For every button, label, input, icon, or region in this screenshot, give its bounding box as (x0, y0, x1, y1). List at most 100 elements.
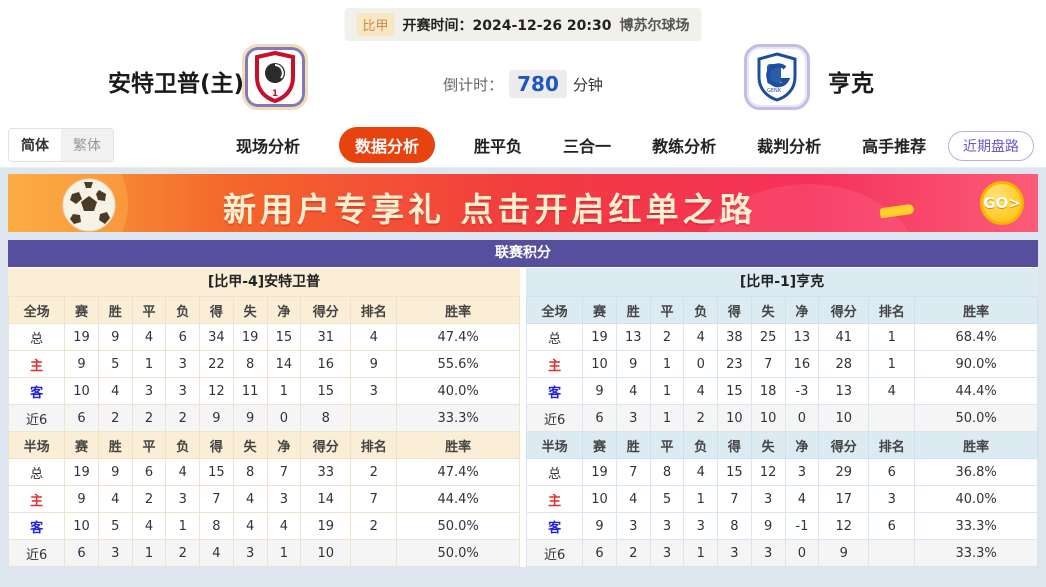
stat-cell: 33 (300, 458, 352, 486)
stat-cell: 1 (266, 377, 302, 405)
stat-cell: 11 (232, 377, 268, 405)
stat-cell: 2 (131, 485, 167, 513)
nav-tab[interactable]: 现场分析 (236, 136, 301, 156)
column-header-cell: 全场 (7, 296, 66, 324)
stat-cell: 8 (649, 458, 685, 486)
kickoff-time: 2024-12-26 20:30 (472, 17, 612, 34)
right-team-header: [比甲-1]亨克 (526, 268, 1038, 296)
banner-go-button[interactable]: GO> (980, 181, 1024, 225)
table-row: 主 10 4 5 1 7 3 4 17 3 40.0% (525, 485, 1038, 513)
stat-cell: 8 (300, 404, 352, 432)
column-header-cell: 得分 (300, 431, 352, 459)
kickoff-label: 开赛时间： (402, 17, 473, 34)
column-header-cell: 赛 (582, 296, 617, 324)
countdown-value: 780 (509, 70, 567, 98)
stat-cell: 2 (615, 539, 651, 567)
column-header-cell: 得分 (300, 296, 352, 324)
team-headers-row: [比甲-4]安特卫普 [比甲-1]亨克 (8, 268, 1038, 296)
column-header-cell: 失 (750, 431, 786, 459)
stat-cell: 4 (868, 377, 916, 405)
league-points-card: 联赛积分 [比甲-4]安特卫普 [比甲-1]亨克 全场赛胜平负得失净得分 排名 胜率… (7, 240, 1038, 567)
stat-cell: 40.0% (914, 485, 1038, 513)
column-header-cell: 全场 (525, 296, 584, 324)
stat-cell (350, 539, 398, 567)
column-header-cell: 净 (266, 296, 302, 324)
stat-cell: 19 (64, 323, 99, 351)
table-row: 总 19 9 6 4 15 8 7 33 2 47.4% (7, 458, 520, 486)
svg-text:1: 1 (272, 89, 278, 99)
nav-tab[interactable]: 教练分析 (652, 136, 717, 156)
column-header-cell: 得分 (818, 296, 870, 324)
countdown: 倒计时： 780 分钟 (443, 70, 603, 98)
stat-cell: 5 (97, 512, 133, 540)
column-header-cell: 得 (199, 431, 234, 459)
stat-cell: 12 (818, 512, 870, 540)
stat-cell: 9 (615, 350, 651, 378)
lang-traditional[interactable]: 繁体 (61, 128, 113, 161)
row-label-cell: 主 (7, 485, 66, 513)
nav-tab[interactable]: 胜平负 (474, 136, 523, 156)
stat-cell: 3 (232, 539, 268, 567)
stat-cell: 6 (868, 512, 916, 540)
column-header-row: 全场赛胜平负得失净得分 排名 胜率 (7, 296, 520, 324)
table-row: 近6 6 2 3 1 3 3 0 9 33.3% (525, 539, 1038, 567)
table-row: 总 19 7 8 4 15 12 3 29 6 36.8% (525, 458, 1038, 486)
language-toggle[interactable]: 简体 繁体 (8, 127, 114, 162)
nav-tab[interactable]: 数据分析 (339, 126, 436, 163)
column-header-cell: 平 (649, 431, 685, 459)
column-header-cell: 胜 (97, 296, 133, 324)
stat-cell: 7 (750, 350, 786, 378)
stat-cell: 6 (64, 404, 99, 432)
match-header: 比甲 开赛时间：2024-12-26 20:30 博苏尔球场 安特卫普(主) 1… (0, 0, 1046, 122)
stat-cell: 5 (97, 350, 133, 378)
stat-cell: 0 (683, 350, 719, 378)
row-label-cell: 主 (525, 485, 584, 513)
stat-cell: -1 (784, 512, 820, 540)
stat-cell: 6 (582, 404, 617, 432)
stat-cell: 18 (750, 377, 786, 405)
stat-cell: 3 (97, 539, 133, 567)
table-row: 近6 6 3 1 2 4 3 1 10 50.0% (7, 539, 520, 567)
stat-cell: 10 (717, 404, 752, 432)
go-label: GO> (983, 194, 1021, 212)
stat-cell: 28 (818, 350, 870, 378)
column-header-cell: 失 (750, 296, 786, 324)
stat-cell: 3 (683, 512, 719, 540)
stat-cell: 2 (350, 512, 398, 540)
stat-cell: 7 (266, 458, 302, 486)
row-label-cell: 近6 (525, 539, 584, 567)
column-header-cell: 赛 (64, 296, 99, 324)
stat-cell (350, 404, 398, 432)
recent-trends-button[interactable]: 近期盘路 (948, 131, 1034, 161)
antwerp-crest-icon: 1 (255, 51, 295, 103)
lang-simplified[interactable]: 简体 (9, 128, 61, 161)
nav-tab[interactable]: 高手推荐 (862, 136, 927, 156)
stat-cell: 13 (615, 323, 651, 351)
stat-cell: 19 (582, 458, 617, 486)
left-team-header: [比甲-4]安特卫普 (8, 268, 520, 296)
stat-cell: 17 (818, 485, 870, 513)
column-header-cell: 排名 (868, 296, 916, 324)
column-header-cell: 负 (165, 431, 201, 459)
stat-cell: 0 (784, 404, 820, 432)
column-header-cell: 胜率 (396, 296, 520, 324)
row-label-cell: 总 (7, 323, 66, 351)
column-header-cell: 净 (784, 296, 820, 324)
row-label-cell: 近6 (525, 404, 584, 432)
stat-cell: 15 (300, 377, 352, 405)
stat-cell: 4 (615, 377, 651, 405)
stat-cell: 8 (232, 458, 268, 486)
row-label-cell: 客 (525, 377, 584, 405)
column-header-cell: 净 (784, 431, 820, 459)
nav-tab[interactable]: 裁判分析 (757, 136, 822, 156)
stat-cell: 10 (582, 485, 617, 513)
away-stats-table: 全场赛胜平负得失净得分 排名 胜率总 19 13 2 4 38 25 13 41 1 68.4% 主 10 9… (525, 296, 1038, 567)
stat-cell: 4 (199, 539, 234, 567)
nav-tab[interactable]: 三合一 (563, 136, 612, 156)
column-header-cell: 赛 (64, 431, 99, 459)
row-label-cell: 近6 (7, 539, 66, 567)
stat-cell: 4 (97, 485, 133, 513)
row-label-cell: 总 (7, 458, 66, 486)
stat-cell: 3 (165, 350, 201, 378)
promo-banner[interactable]: 新用户专享礼 点击开启红单之路 GO> (8, 174, 1038, 232)
